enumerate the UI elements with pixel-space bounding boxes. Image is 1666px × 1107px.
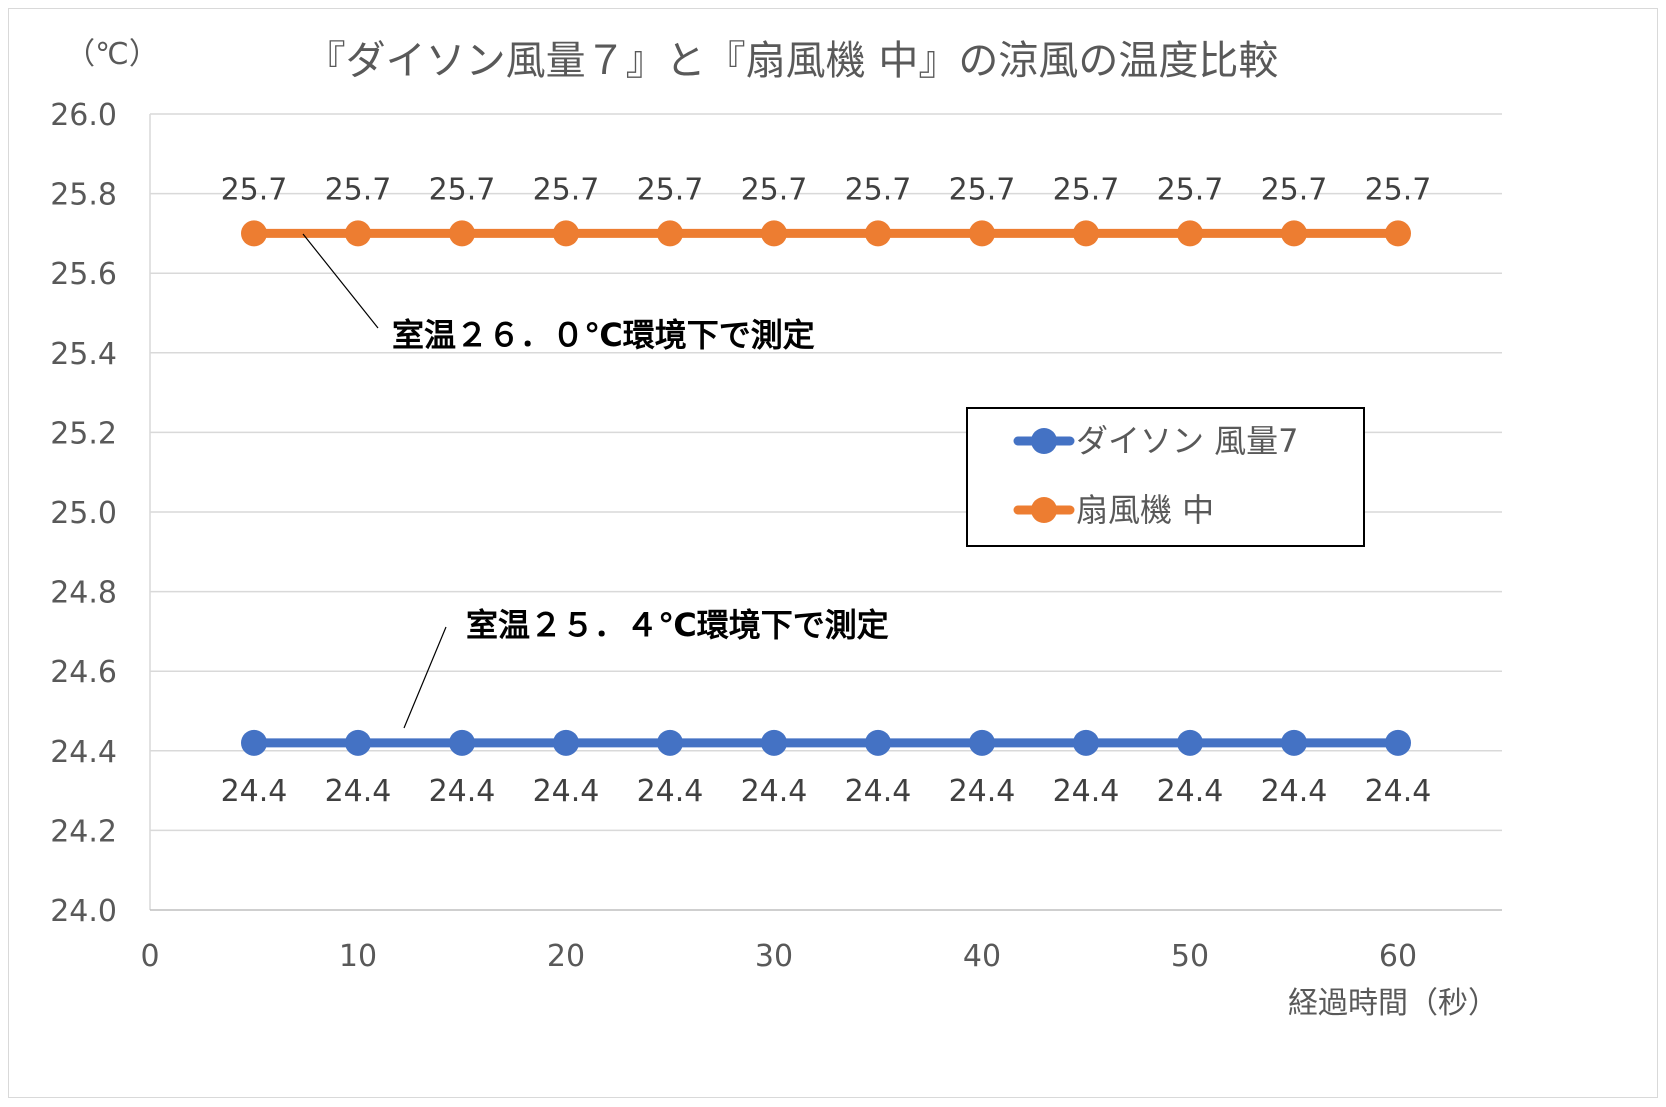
data-point — [1281, 220, 1307, 247]
data-point — [1177, 220, 1203, 247]
y-tick-label: 24.2 — [50, 814, 117, 849]
data-label: 24.4 — [1365, 774, 1432, 809]
data-label: 25.7 — [1157, 172, 1224, 207]
data-label: 25.7 — [533, 172, 600, 207]
y-unit-label: （℃） — [65, 37, 159, 72]
annotation-label: 室温２６．０℃環境下で測定 — [392, 316, 815, 354]
data-point — [241, 220, 267, 247]
data-point — [761, 729, 787, 756]
data-point — [969, 729, 995, 756]
legend-label: ダイソン 風量7 — [1076, 422, 1299, 460]
data-label: 25.7 — [845, 172, 912, 207]
data-label: 24.4 — [1157, 774, 1224, 809]
x-tick-label: 50 — [1171, 939, 1209, 974]
data-label: 25.7 — [221, 172, 288, 207]
x-axis-label: 経過時間（秒） — [1288, 986, 1498, 1021]
chart-title: 『ダイソン風量７』と『扇風機 中』の涼風の温度比較 — [306, 38, 1279, 84]
x-tick-label: 30 — [755, 939, 793, 974]
x-tick-labels: 0 10 20 30 40 50 60 — [140, 939, 1417, 974]
data-point — [761, 220, 787, 247]
y-tick-label: 25.4 — [50, 337, 117, 372]
y-tick-label: 24.6 — [50, 655, 117, 690]
data-point — [553, 220, 579, 247]
series-layer — [241, 220, 1411, 756]
y-tick-label: 25.2 — [50, 416, 117, 451]
data-point — [657, 729, 683, 756]
data-point — [1073, 729, 1099, 756]
legend-marker — [1031, 497, 1057, 523]
x-tick-label: 40 — [963, 939, 1001, 974]
data-label: 24.4 — [1261, 774, 1328, 809]
data-point — [449, 729, 475, 756]
data-label: 25.7 — [429, 172, 496, 207]
data-point — [865, 220, 891, 247]
data-label: 25.7 — [1261, 172, 1328, 207]
data-point — [241, 729, 267, 756]
data-label: 24.4 — [533, 774, 600, 809]
data-label: 24.4 — [637, 774, 704, 809]
data-point — [1177, 729, 1203, 756]
data-label: 25.7 — [949, 172, 1016, 207]
annotation-leader — [403, 626, 447, 729]
x-tick-label: 60 — [1379, 939, 1417, 974]
data-label: 25.7 — [741, 172, 808, 207]
data-point — [657, 220, 683, 247]
data-point — [1385, 220, 1411, 247]
legend: ダイソン 風量7 扇風機 中 — [966, 407, 1365, 547]
annotation-leader — [302, 233, 379, 329]
data-point — [969, 220, 995, 247]
data-label: 24.4 — [741, 774, 808, 809]
data-label: 24.4 — [221, 774, 288, 809]
data-label: 25.7 — [1365, 172, 1432, 207]
data-label: 24.4 — [949, 774, 1016, 809]
data-point — [449, 220, 475, 247]
data-point — [345, 220, 371, 247]
y-tick-label: 26.0 — [50, 98, 117, 133]
data-point — [553, 729, 579, 756]
y-tick-label: 25.0 — [50, 496, 117, 531]
y-tick-labels: 26.0 25.8 25.6 25.4 25.2 25.0 24.8 24.6 24.4 24.2… — [50, 98, 117, 929]
data-point — [1281, 729, 1307, 756]
data-point — [1385, 729, 1411, 756]
axes — [149, 114, 1502, 911]
annotation-label: 室温２５．４℃環境下で測定 — [466, 606, 889, 644]
y-tick-label: 25.8 — [50, 178, 117, 213]
data-point — [345, 729, 371, 756]
legend-marker — [1031, 428, 1057, 454]
data-point — [1073, 220, 1099, 247]
data-label: 25.7 — [637, 172, 704, 207]
data-labels: 24.4 24.4 24.4 24.4 24.4 24.4 24.4 24.4 24.4 24.4… — [221, 172, 1432, 808]
y-tick-label: 24.8 — [50, 576, 117, 611]
y-tick-label: 24.4 — [50, 735, 117, 770]
data-label: 25.7 — [1053, 172, 1120, 207]
data-label: 24.4 — [429, 774, 496, 809]
chart-frame — [8, 8, 1658, 1098]
x-tick-label: 20 — [547, 939, 585, 974]
data-label: 24.4 — [845, 774, 912, 809]
legend-label: 扇風機 中 — [1076, 491, 1214, 529]
data-label: 24.4 — [1053, 774, 1120, 809]
legend-box — [966, 407, 1365, 547]
data-point — [865, 729, 891, 756]
y-tick-label: 24.0 — [50, 894, 117, 929]
data-label: 25.7 — [325, 172, 392, 207]
x-tick-label: 10 — [339, 939, 377, 974]
x-tick-label: 0 — [140, 939, 159, 974]
y-tick-label: 25.6 — [50, 257, 117, 292]
data-label: 24.4 — [325, 774, 392, 809]
